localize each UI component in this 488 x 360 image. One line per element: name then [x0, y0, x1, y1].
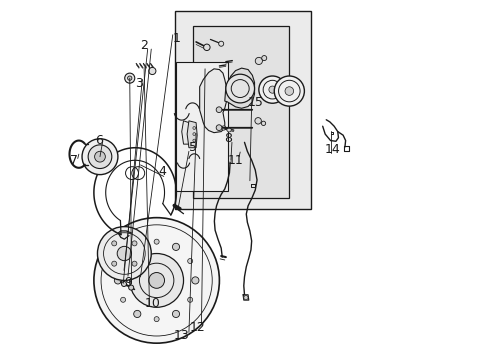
Circle shape — [129, 253, 183, 307]
Circle shape — [268, 86, 276, 93]
Polygon shape — [187, 121, 197, 148]
Circle shape — [154, 317, 159, 321]
Bar — [192, 26, 289, 198]
Circle shape — [111, 261, 117, 266]
Circle shape — [111, 241, 117, 246]
Circle shape — [121, 258, 125, 264]
Circle shape — [187, 258, 192, 264]
Circle shape — [216, 125, 222, 131]
Text: 3: 3 — [135, 77, 142, 90]
Circle shape — [114, 277, 121, 284]
Circle shape — [191, 277, 199, 284]
Circle shape — [218, 41, 223, 46]
Circle shape — [225, 74, 254, 103]
Circle shape — [255, 57, 262, 64]
Circle shape — [127, 76, 132, 80]
Circle shape — [88, 145, 112, 168]
Circle shape — [148, 273, 164, 288]
Text: 9: 9 — [124, 276, 132, 289]
Polygon shape — [199, 69, 226, 133]
Circle shape — [97, 226, 151, 280]
Circle shape — [172, 310, 179, 318]
Text: 1: 1 — [172, 32, 180, 45]
Circle shape — [261, 55, 266, 60]
Text: 7: 7 — [70, 154, 78, 167]
Circle shape — [203, 44, 210, 50]
Bar — [174, 12, 310, 209]
Circle shape — [261, 121, 265, 126]
Circle shape — [221, 126, 225, 130]
Circle shape — [117, 246, 131, 261]
Text: 8: 8 — [224, 132, 232, 145]
Bar — [184, 123, 187, 142]
Text: 15: 15 — [247, 96, 263, 109]
Circle shape — [124, 73, 135, 83]
Circle shape — [133, 243, 141, 251]
Circle shape — [216, 107, 222, 113]
Circle shape — [121, 297, 125, 302]
Bar — [176, 62, 228, 191]
Circle shape — [244, 296, 247, 300]
Text: 5: 5 — [188, 141, 196, 154]
Circle shape — [285, 87, 293, 95]
Circle shape — [154, 239, 159, 244]
Circle shape — [172, 243, 179, 251]
Circle shape — [254, 118, 261, 124]
Circle shape — [258, 76, 285, 103]
Polygon shape — [182, 121, 190, 144]
Polygon shape — [224, 68, 254, 108]
Circle shape — [192, 139, 195, 142]
Text: 6: 6 — [95, 134, 103, 147]
Circle shape — [82, 139, 118, 175]
Text: 13: 13 — [174, 329, 189, 342]
Circle shape — [192, 127, 195, 130]
Circle shape — [148, 67, 156, 75]
Circle shape — [128, 285, 133, 290]
Circle shape — [133, 310, 141, 318]
Text: 11: 11 — [227, 154, 243, 167]
Circle shape — [192, 133, 195, 135]
Text: 10: 10 — [145, 297, 161, 310]
Circle shape — [132, 241, 137, 246]
Circle shape — [226, 128, 231, 132]
Text: 4: 4 — [158, 165, 165, 177]
Text: 2: 2 — [140, 39, 148, 52]
Circle shape — [94, 218, 219, 343]
Circle shape — [121, 282, 126, 287]
Text: 14: 14 — [324, 143, 340, 156]
Text: 12: 12 — [190, 320, 205, 333]
Circle shape — [274, 76, 304, 106]
Circle shape — [132, 261, 137, 266]
Circle shape — [187, 297, 192, 302]
Circle shape — [94, 151, 105, 162]
